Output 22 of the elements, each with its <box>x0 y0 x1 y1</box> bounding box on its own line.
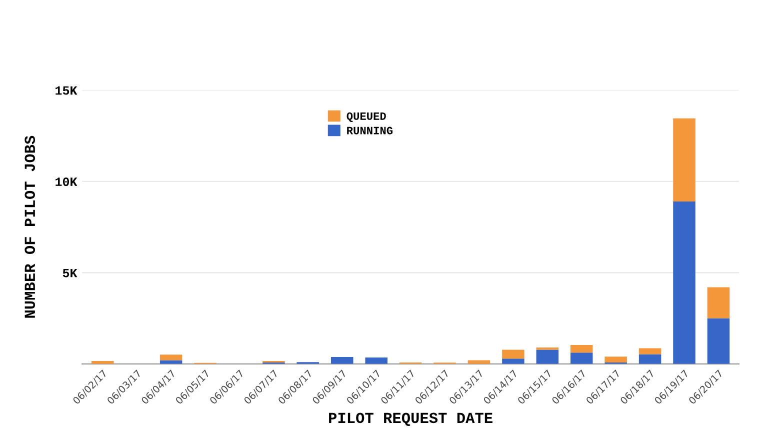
y-tick-label: 5K <box>62 268 78 278</box>
bar <box>570 344 593 353</box>
bar <box>536 350 559 364</box>
bar <box>638 354 662 364</box>
bar <box>707 318 730 364</box>
bar <box>502 358 524 364</box>
bar <box>673 118 696 202</box>
bar <box>160 354 182 360</box>
bar <box>604 356 627 362</box>
bar <box>673 201 696 364</box>
bar <box>707 287 730 318</box>
legend-label: RUNNING <box>347 126 392 134</box>
bar <box>638 348 662 354</box>
bar <box>502 350 524 359</box>
y-axis-title: NUMBER OF PILOT JOBS <box>24 136 36 318</box>
bar <box>331 357 354 364</box>
bar <box>365 358 388 364</box>
x-axis-title: PILOT REQUEST DATE <box>329 412 492 426</box>
legend-label: QUEUED <box>346 112 386 122</box>
y-tick-label: 10K <box>56 178 78 186</box>
bar <box>570 352 593 364</box>
y-tick-label: 15K <box>56 86 78 95</box>
